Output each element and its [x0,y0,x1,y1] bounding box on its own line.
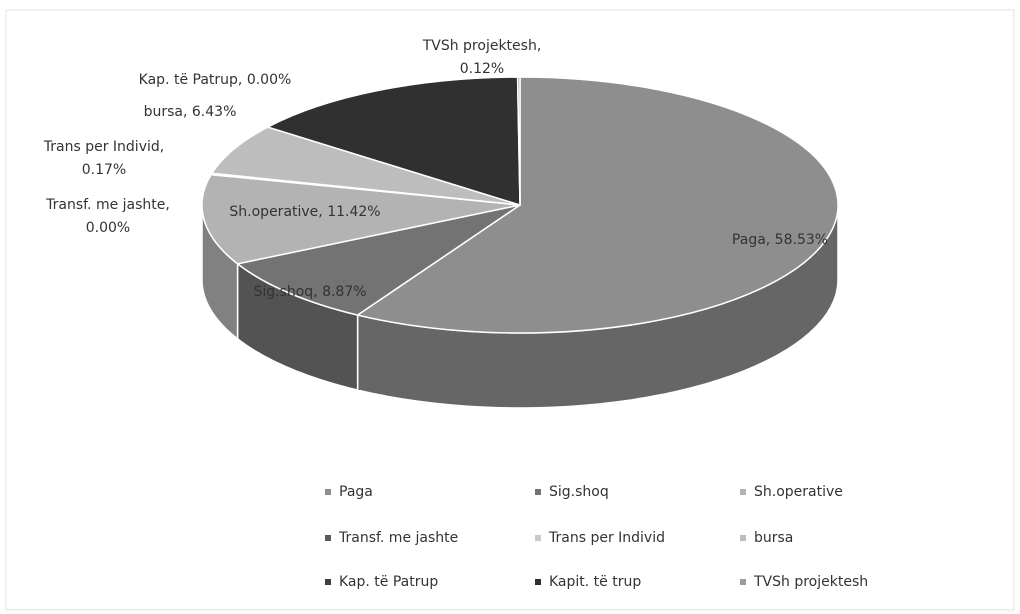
legend-marker [535,579,541,585]
data-label: Sh.operative, 11.42% [229,204,380,220]
legend-label: Kap. të Patrup [339,574,438,590]
legend-label: Sh.operative [754,484,843,500]
legend-label: Trans per Individ [548,530,665,546]
data-label: bursa, 6.43% [144,104,237,120]
legend-marker [740,489,746,495]
legend-marker [535,489,541,495]
legend-label: Kapit. të trup [549,574,641,590]
legend-marker [740,579,746,585]
legend-label: Transf. me jashte [338,530,458,546]
slice [265,76,521,207]
legend-marker [535,535,541,541]
data-label: Sig.shoq, 8.87% [253,284,366,300]
data-label: Paga, 58.53% [732,232,828,248]
legend-label: TVSh projektesh [753,574,868,590]
legend-label: bursa [754,530,793,546]
slice [235,204,521,316]
legend-marker [325,579,331,585]
slice [210,126,521,206]
data-label: Trans per Individ, 0.17% [43,139,164,178]
data-label: TVSh projektesh, 0.12% [422,38,542,77]
legend-label: Sig.shoq [549,484,609,500]
slice [516,76,521,206]
legend-label: Paga [339,484,373,500]
slice [201,173,521,265]
legend-marker [325,535,331,541]
data-label: Kap. të Patrup, 0.00% [139,72,292,88]
slice [355,76,839,334]
legend-marker [325,489,331,495]
legend-marker [740,535,746,541]
data-label: Transf. me jashte, 0.00% [45,197,170,236]
